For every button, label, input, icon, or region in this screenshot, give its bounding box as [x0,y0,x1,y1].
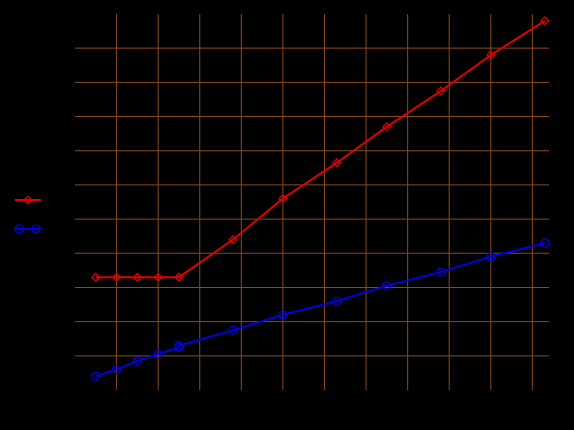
series-2-line [95,242,546,378]
series-1-point [332,157,342,168]
series-2-point [91,371,101,381]
series-2-point [132,356,143,366]
legend-entry-2 [14,224,41,234]
series-layer [91,16,550,381]
series-2-point [228,325,238,335]
series-1 [91,16,550,282]
series-1-point [132,272,143,282]
series-2-point [382,281,392,291]
series-2-point [436,267,446,277]
series-2-point [540,238,550,248]
series-2-point [174,340,184,351]
series-1-point [91,272,101,282]
series-2-point [153,349,163,359]
series-1-point [111,272,122,282]
series-1-point [540,16,550,26]
series-1-point [228,234,238,245]
legend [14,195,41,234]
series-1-point [382,122,392,132]
series-2-point [486,252,496,262]
series-1-point [153,272,163,282]
legend-marker-2 [31,224,41,234]
series-2 [91,238,550,381]
series-2-point [332,296,342,306]
legend-marker-2 [14,224,24,234]
series-1-point [174,272,184,282]
legend-marker-1 [23,195,33,205]
series-1-point [278,193,288,204]
series-1-point [486,50,496,60]
legend-entry-1 [15,195,41,205]
series-2-point [278,310,288,320]
series-2-point [111,364,122,375]
series-1-point [436,86,446,96]
